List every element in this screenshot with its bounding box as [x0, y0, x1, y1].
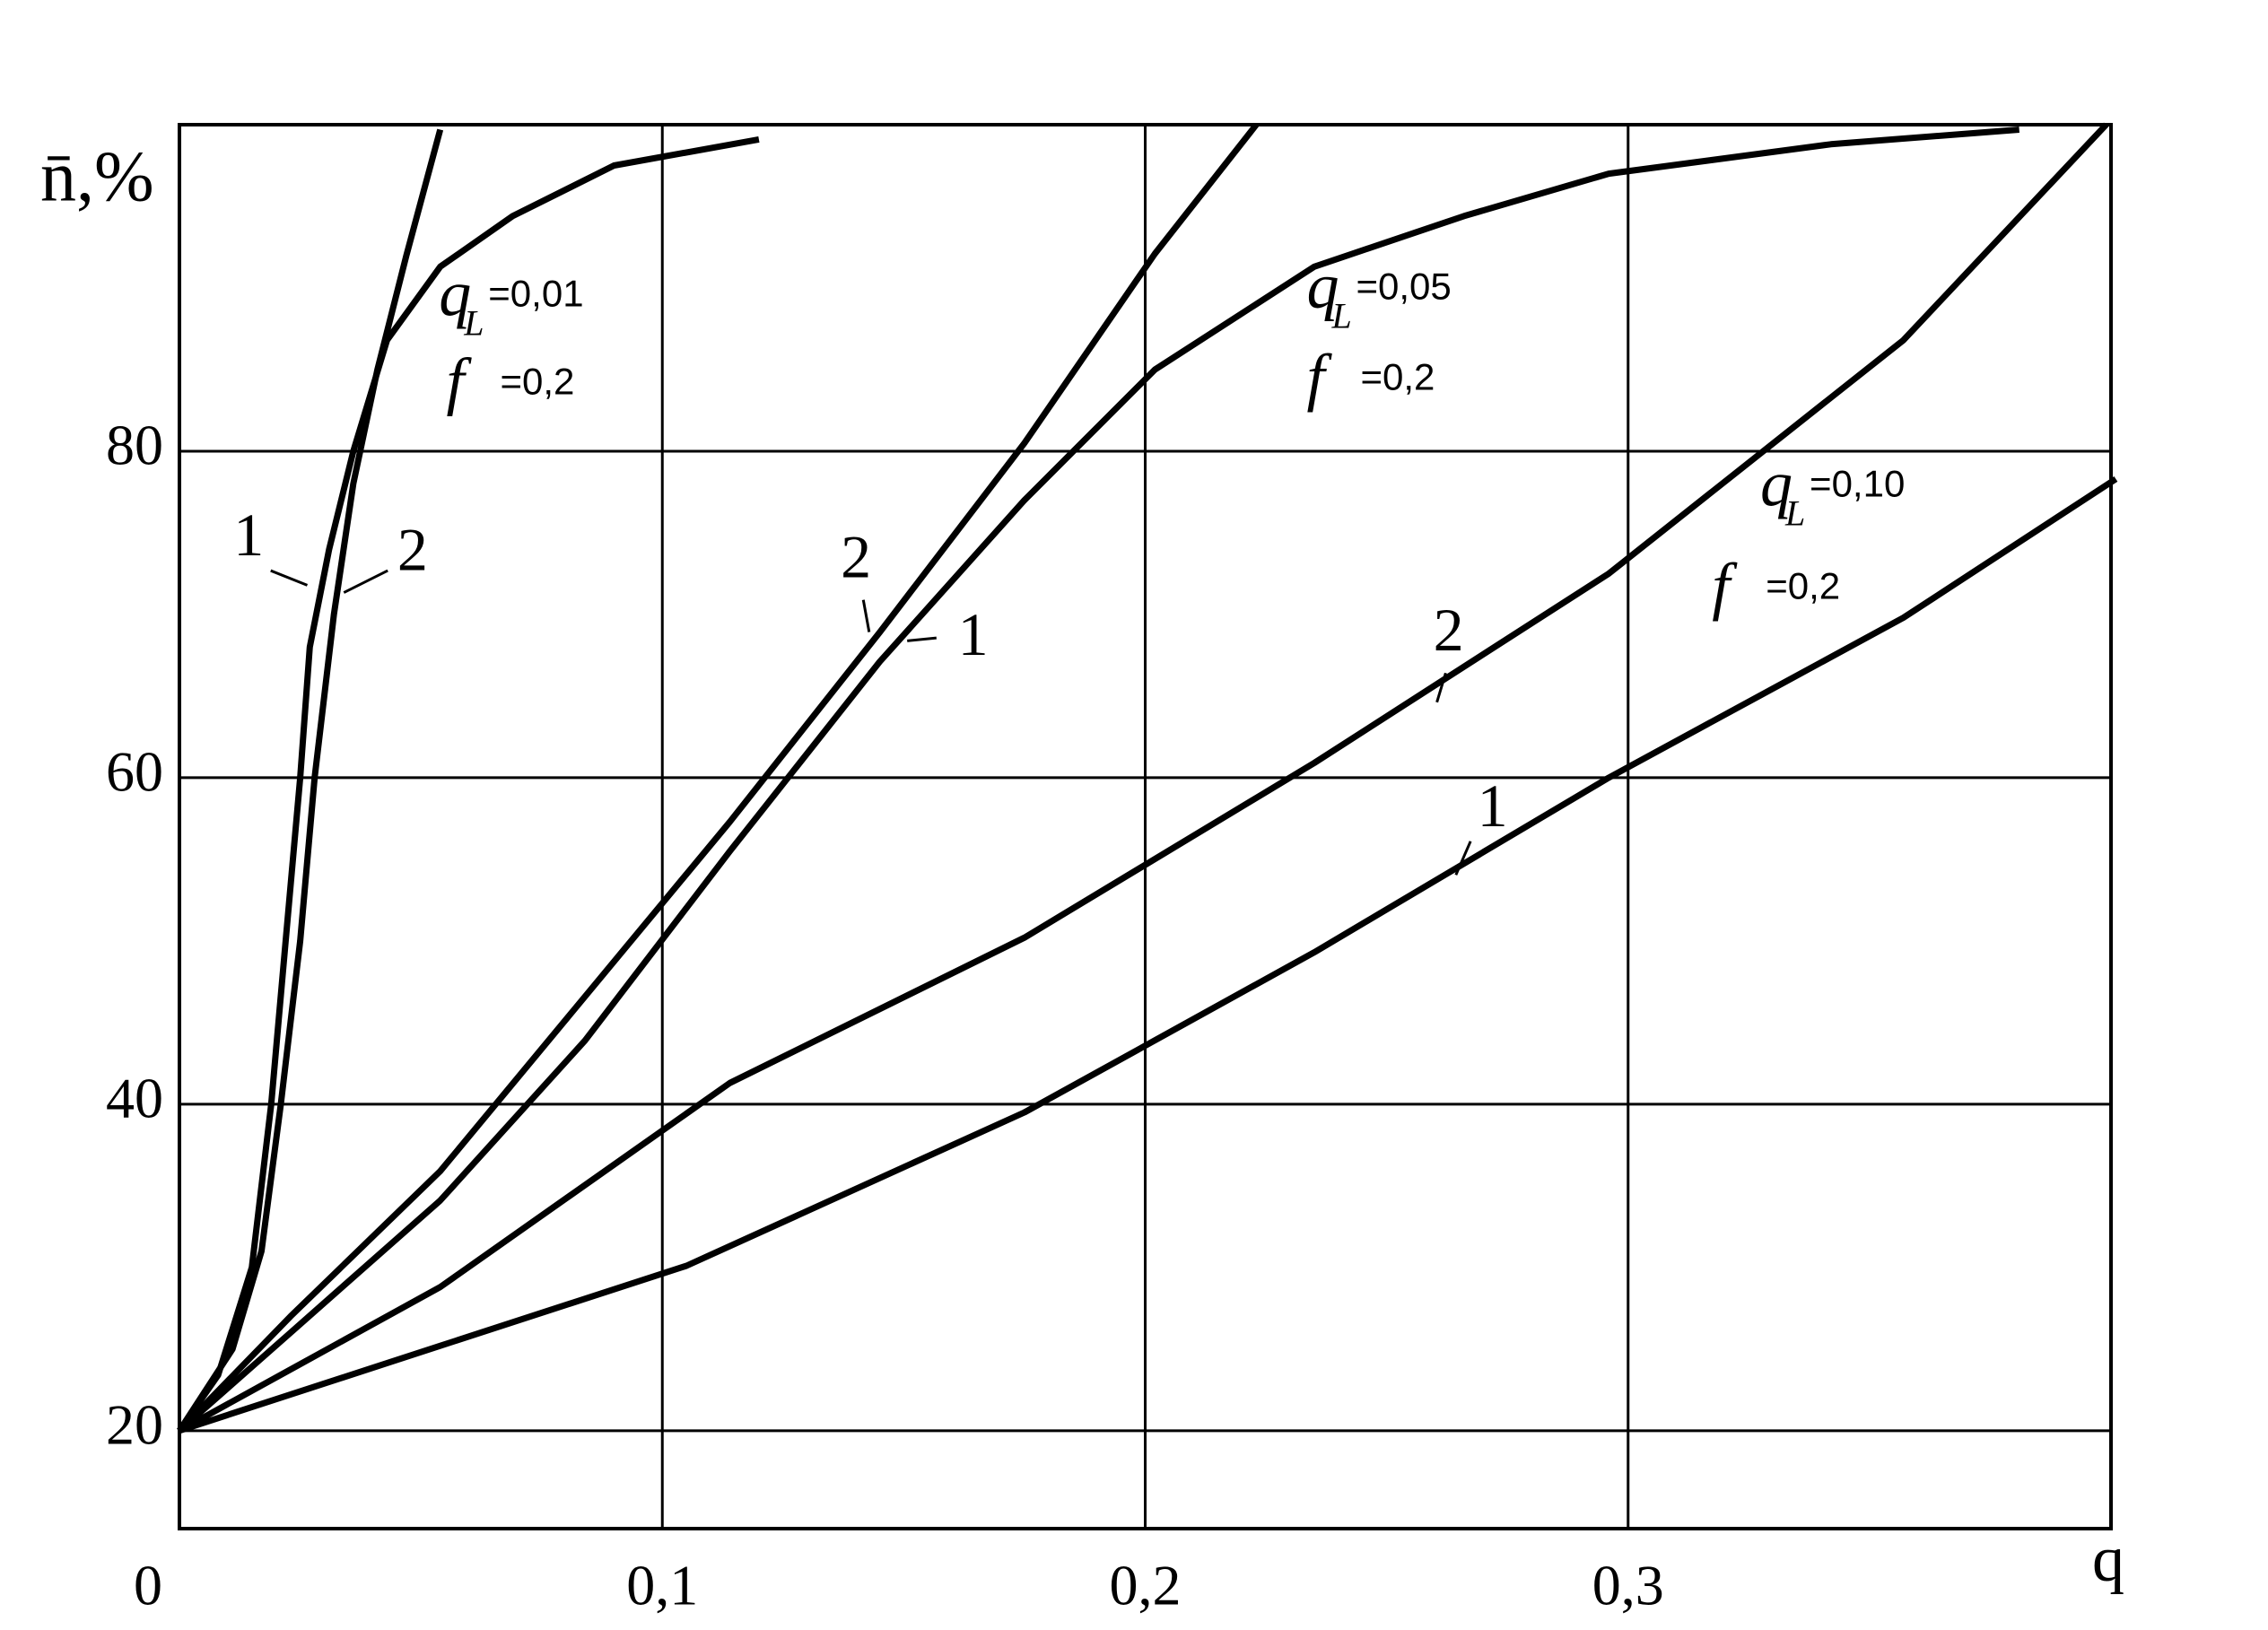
annotation-subscript: L: [463, 303, 484, 344]
x-tick-label: 0,3: [1592, 1554, 1664, 1617]
annotation-symbol: f: [1306, 341, 1332, 413]
curve: [177, 128, 444, 1433]
y-tick-label: 60: [106, 740, 163, 804]
y-axis-label: n̄,%: [40, 137, 154, 216]
curve: [178, 122, 2109, 1434]
annotation-text: =0,01: [488, 272, 583, 314]
annotation-symbol: q: [439, 257, 471, 329]
annotation-text: =0,2: [1360, 355, 1435, 397]
annotation-symbol: f: [446, 345, 472, 417]
series-label: 2: [841, 523, 871, 591]
label-leader: [1435, 672, 1447, 703]
x-tick-label: 0,1: [626, 1554, 698, 1617]
label-leader: [270, 569, 309, 587]
series-label: 1: [958, 600, 989, 668]
label-leader: [343, 569, 388, 594]
label-leader: [907, 636, 937, 642]
series-label: 2: [1434, 596, 1464, 664]
x-tick-label: 0: [134, 1554, 162, 1617]
y-tick-label: 80: [106, 414, 163, 477]
annotation-symbol: q: [1306, 250, 1339, 322]
y-tick-label: 40: [106, 1067, 163, 1130]
annotation-subscript: L: [1784, 493, 1805, 534]
x-axis-label: q: [2092, 1523, 2124, 1595]
annotation-symbol: q: [1760, 448, 1793, 519]
annotation-subscript: L: [1330, 295, 1351, 336]
annotation-text: =0,2: [500, 360, 574, 402]
y-tick-label: 20: [106, 1393, 163, 1457]
annotation-text: =0,05: [1356, 265, 1451, 307]
annotation-text: =0,10: [1810, 462, 1905, 504]
label-leader: [861, 599, 871, 632]
series-label: 1: [1478, 771, 1508, 840]
curve: [177, 135, 760, 1433]
series-label: 2: [397, 515, 428, 583]
curve: [177, 122, 1260, 1434]
annotation-text: =0,2: [1766, 565, 1840, 607]
series-label: 1: [233, 501, 264, 569]
label-leader: [1454, 841, 1472, 876]
curve: [178, 475, 2118, 1434]
annotation-symbol: f: [1712, 550, 1738, 622]
curve: [177, 126, 2019, 1434]
x-tick-label: 0,2: [1110, 1554, 1182, 1617]
